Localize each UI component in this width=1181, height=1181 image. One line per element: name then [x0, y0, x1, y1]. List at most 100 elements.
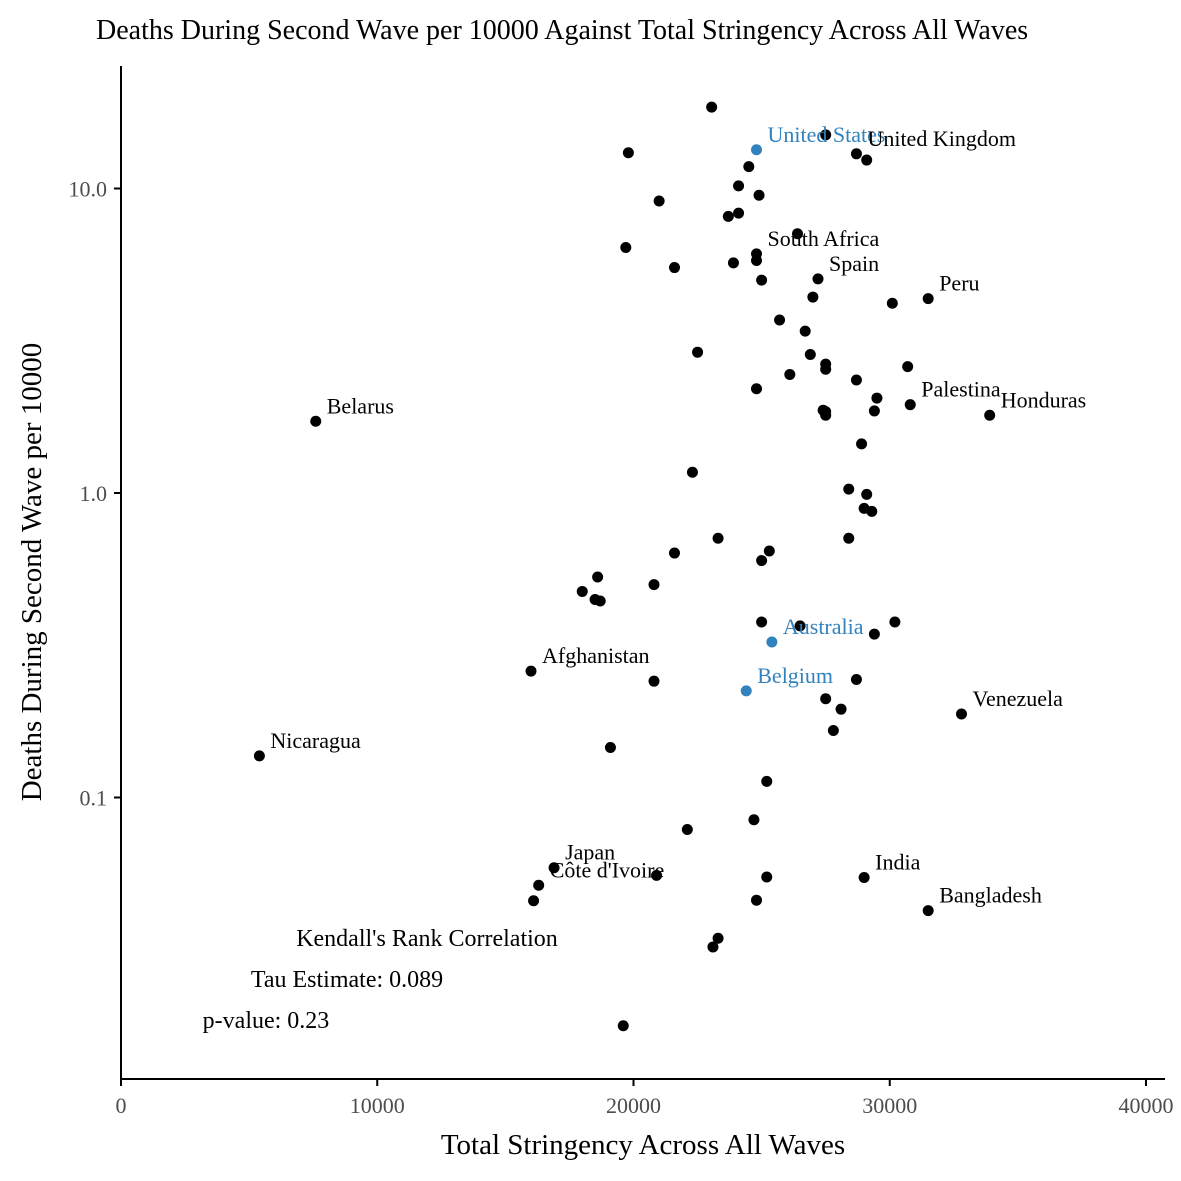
data-point	[820, 409, 832, 421]
data-point-united-states	[751, 144, 762, 156]
annotation-tau: Tau Estimate: 0.089	[251, 967, 443, 993]
point-label: United Kingdom	[867, 126, 1016, 151]
data-point	[861, 488, 873, 500]
data-point	[886, 297, 898, 309]
data-point-australia	[766, 636, 778, 648]
data-point	[763, 545, 775, 557]
data-point-palestina	[904, 399, 916, 411]
data-point	[751, 383, 762, 395]
data-point	[653, 195, 665, 207]
data-point-india	[858, 872, 870, 884]
point-label: Japan	[565, 840, 615, 865]
y-axis-label: Deaths During Second Wave per 10000	[16, 343, 48, 802]
data-point	[692, 346, 704, 358]
data-point-united-kingdom	[850, 148, 862, 160]
data-point	[707, 941, 719, 953]
data-point	[774, 314, 786, 326]
data-point	[843, 483, 855, 495]
data-point-venezuela	[956, 708, 967, 720]
data-point	[748, 814, 760, 826]
point-label: Afghanistan	[542, 643, 650, 668]
data-point-peru	[922, 293, 934, 305]
data-point	[850, 374, 862, 386]
y-tick-label: 1.0	[80, 481, 108, 506]
data-point	[669, 547, 680, 559]
point-label: Palestina	[921, 377, 1001, 402]
data-point	[784, 368, 796, 380]
data-point	[761, 871, 773, 883]
data-point	[804, 348, 816, 360]
point-label: Spain	[829, 251, 879, 276]
point-label: Côte d'Ivoire	[550, 857, 665, 882]
data-point	[792, 228, 803, 240]
x-tick-label: 20000	[606, 1093, 661, 1118]
data-point	[681, 824, 693, 836]
data-point	[733, 207, 745, 219]
data-point	[604, 741, 616, 753]
data-point	[807, 291, 819, 303]
data-point-c-te-d-ivoire	[533, 879, 545, 891]
data-point	[835, 703, 847, 715]
data-point	[686, 466, 698, 478]
data-point	[799, 325, 811, 337]
data-point	[794, 620, 806, 632]
data-point	[756, 274, 768, 286]
data-point	[889, 616, 901, 628]
data-point	[871, 392, 883, 404]
data-point-belarus	[310, 415, 322, 427]
point-label: United States	[768, 122, 886, 147]
data-point-japan	[548, 862, 560, 874]
data-point	[761, 775, 773, 787]
data-point-nicaragua	[253, 750, 265, 762]
data-point	[820, 363, 832, 375]
data-point	[751, 255, 762, 267]
data-point	[856, 438, 868, 450]
data-point	[861, 154, 873, 166]
data-point	[706, 101, 718, 113]
y-tick-label: 10.0	[69, 177, 108, 202]
data-point-afghanistan	[525, 665, 537, 677]
data-point	[827, 724, 839, 736]
data-point	[592, 571, 604, 583]
chart-title: Deaths During Second Wave per 10000 Agai…	[96, 15, 1028, 46]
data-point	[850, 674, 862, 686]
point-label: Peru	[939, 271, 979, 296]
point-label: Honduras	[1001, 387, 1087, 412]
data-point	[648, 579, 660, 591]
data-point	[751, 894, 762, 906]
point-label: Bangladesh	[939, 883, 1042, 908]
data-point	[820, 129, 832, 141]
data-point	[866, 505, 878, 517]
x-axis-label: Total Stringency Across All Waves	[441, 1129, 845, 1161]
data-point-honduras	[984, 409, 996, 421]
data-point	[727, 257, 739, 269]
y-axis-ticks: 0.1 1.0 10.0	[69, 177, 121, 811]
annotation-heading: Kendall's Rank Correlation	[296, 926, 558, 952]
data-point	[648, 675, 660, 687]
kendall-annotation: Kendall's Rank Correlation Tau Estimate:…	[203, 926, 558, 1034]
data-point	[669, 262, 680, 274]
data-point	[756, 555, 768, 567]
point-label: Venezuela	[973, 686, 1064, 711]
data-point	[753, 189, 765, 201]
x-tick-label: 30000	[862, 1093, 917, 1118]
point-label: Australia	[783, 614, 864, 639]
point-label: Belarus	[327, 393, 394, 418]
data-point	[712, 532, 724, 544]
data-point	[712, 932, 724, 944]
data-point	[620, 242, 632, 254]
data-point	[622, 147, 634, 159]
x-tick-label: 0	[116, 1093, 127, 1118]
point-label: Nicaragua	[270, 728, 361, 753]
data-point	[756, 616, 768, 628]
data-points	[253, 101, 996, 1032]
data-point	[576, 585, 588, 597]
data-point	[820, 693, 832, 705]
data-point	[743, 161, 755, 173]
x-tick-label: 10000	[350, 1093, 405, 1118]
data-point	[528, 895, 540, 907]
data-point	[902, 361, 914, 373]
